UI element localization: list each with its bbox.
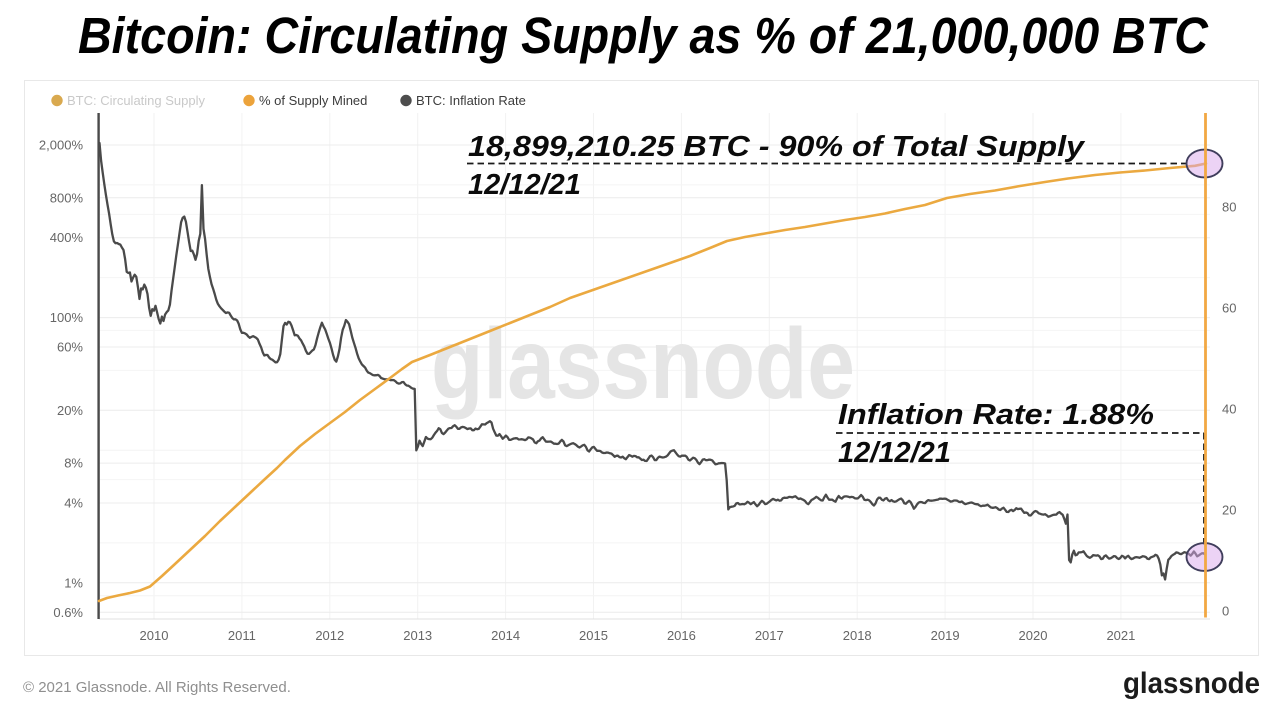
svg-text:2012: 2012: [315, 628, 344, 643]
svg-text:2,000%: 2,000%: [39, 138, 84, 153]
svg-text:% of Supply Mined: % of Supply Mined: [259, 93, 367, 108]
svg-text:2014: 2014: [491, 628, 520, 643]
svg-text:2018: 2018: [843, 628, 872, 643]
svg-text:12/12/21: 12/12/21: [468, 169, 581, 201]
svg-text:400%: 400%: [50, 230, 84, 245]
svg-text:2021: 2021: [1106, 628, 1135, 643]
svg-text:2019: 2019: [931, 628, 960, 643]
svg-text:2016: 2016: [667, 628, 696, 643]
svg-text:0.6%: 0.6%: [53, 605, 83, 620]
svg-text:© 2021 Glassnode. All Rights R: © 2021 Glassnode. All Rights Reserved.: [23, 679, 291, 696]
svg-text:glassnode: glassnode: [1123, 667, 1260, 700]
svg-text:2011: 2011: [228, 628, 256, 643]
svg-text:BTC: Circulating Supply: BTC: Circulating Supply: [67, 93, 205, 108]
svg-text:60%: 60%: [57, 340, 83, 355]
svg-text:20%: 20%: [57, 403, 83, 418]
svg-text:18,899,210.25 BTC - 90% of Tot: 18,899,210.25 BTC - 90% of Total Supply: [468, 131, 1086, 163]
svg-text:Inflation Rate: 1.88%: Inflation Rate: 1.88%: [838, 399, 1154, 431]
svg-text:100%: 100%: [50, 310, 84, 325]
svg-text:glassnode: glassnode: [431, 308, 855, 420]
svg-text:2010: 2010: [140, 628, 169, 643]
svg-text:12/12/21: 12/12/21: [838, 437, 951, 469]
svg-text:BTC: Inflation Rate: BTC: Inflation Rate: [416, 93, 526, 108]
svg-text:0: 0: [1222, 604, 1229, 619]
svg-text:20: 20: [1222, 503, 1236, 518]
svg-text:2015: 2015: [579, 628, 608, 643]
svg-text:8%: 8%: [64, 456, 83, 471]
svg-text:Bitcoin: Circulating Supply as: Bitcoin: Circulating Supply as % of 21,0…: [78, 7, 1209, 64]
svg-text:40: 40: [1222, 402, 1236, 417]
svg-text:2013: 2013: [403, 628, 432, 643]
svg-text:1%: 1%: [64, 575, 83, 590]
svg-text:2020: 2020: [1019, 628, 1048, 643]
svg-text:4%: 4%: [64, 496, 83, 511]
svg-text:800%: 800%: [50, 190, 84, 205]
svg-text:2017: 2017: [755, 628, 784, 643]
svg-text:60: 60: [1222, 301, 1236, 316]
svg-text:80: 80: [1222, 200, 1236, 215]
